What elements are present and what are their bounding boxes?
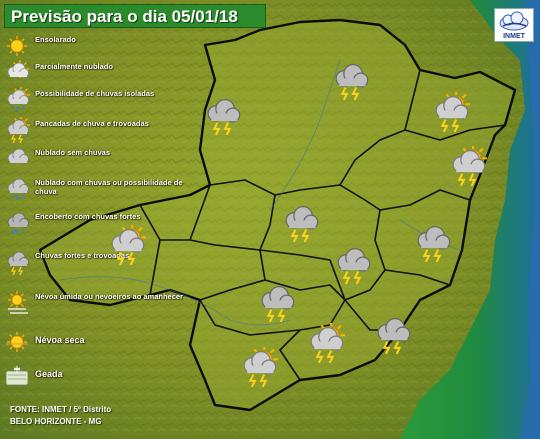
legend-item: Parcialmente nublado: [2, 60, 202, 88]
frost-icon: [4, 363, 30, 389]
legend-label: Nublado sem chuvas: [35, 148, 111, 157]
legend-label: Ensolarado: [35, 35, 76, 44]
source-line-2: BELO HORIZONTE - MG: [10, 417, 102, 426]
legend-label: Chuvas fortes e trovoadas: [35, 251, 130, 260]
legend-item: Nublado com chuvas ou possibilidade de c…: [2, 176, 202, 204]
legend-item: Encoberto com chuvas fortes: [2, 210, 202, 238]
legend-label: Parcialmente nublado: [35, 62, 113, 71]
sun-cloud-storm-icon: [4, 116, 30, 144]
haze-icon: [4, 329, 30, 355]
cloud-storm-icon: [202, 95, 242, 140]
legend-label: Geada: [35, 369, 63, 379]
legend-item: Névoa seca: [2, 329, 202, 357]
sun-cloud-rain-icon: [4, 86, 30, 113]
cloud-storm-icon: [372, 314, 412, 359]
cloud-icon: [4, 146, 30, 172]
cloud-storm-icon: [280, 202, 320, 247]
sun-cloud-icon: [4, 60, 30, 86]
legend-item: Pancadas de chuva e trovoadas: [2, 116, 202, 145]
legend-item: Nublado sem chuvas: [2, 146, 202, 174]
cloud-storm-icon: [256, 282, 296, 327]
page-title: Previsão para o dia 05/01/18: [4, 4, 266, 28]
legend-item: Ensolarado: [2, 33, 202, 61]
cloud-storm-icon: [330, 60, 370, 105]
legend-label: Nublado com chuvas ou possibilidade de c…: [35, 178, 183, 196]
sun-cloud-storm-icon: [238, 345, 278, 392]
sun-cloud-storm-icon: [430, 90, 470, 137]
legend-label: Névoa úmida ou nevoeiros ao amanhecer: [35, 292, 183, 301]
legend-item: Chuvas fortes e trovoadas: [2, 249, 202, 277]
legend-item: Possibilidade de chuvas isoladas: [2, 86, 202, 115]
source-line-1: FONTE: INMET / 5º Distrito: [10, 405, 112, 414]
sun-icon: [4, 33, 30, 59]
legend-label: Névoa seca: [35, 335, 85, 345]
logo-label: INMET: [503, 33, 525, 40]
cloud-storm-icon: [332, 244, 372, 289]
legend-item: Névoa úmida ou nevoeiros ao amanhecer: [2, 290, 202, 318]
cloud-logo-icon: [499, 11, 529, 31]
inmet-logo: INMET: [494, 8, 534, 42]
legend-label: Possibilidade de chuvas isoladas: [35, 89, 155, 98]
cloud-storm-icon: [4, 249, 30, 276]
sun-cloud-storm-icon: [106, 223, 146, 270]
legend-label: Pancadas de chuva e trovoadas: [35, 119, 149, 128]
source-credit: FONTE: INMET / 5º Distrito BELO HORIZONT…: [10, 404, 170, 428]
cloud-storm-icon: [412, 222, 452, 267]
sun-cloud-storm-icon: [305, 321, 345, 368]
legend-label: Encoberto com chuvas fortes: [35, 212, 141, 221]
sun-fog-icon: [4, 290, 30, 316]
state-minas-gerais: [40, 20, 515, 410]
cloud-rain-icon: [4, 176, 30, 202]
legend-item: Geada: [2, 363, 202, 391]
sun-cloud-storm-icon: [447, 144, 487, 191]
cloud-heavy-rain-icon: [4, 210, 30, 236]
